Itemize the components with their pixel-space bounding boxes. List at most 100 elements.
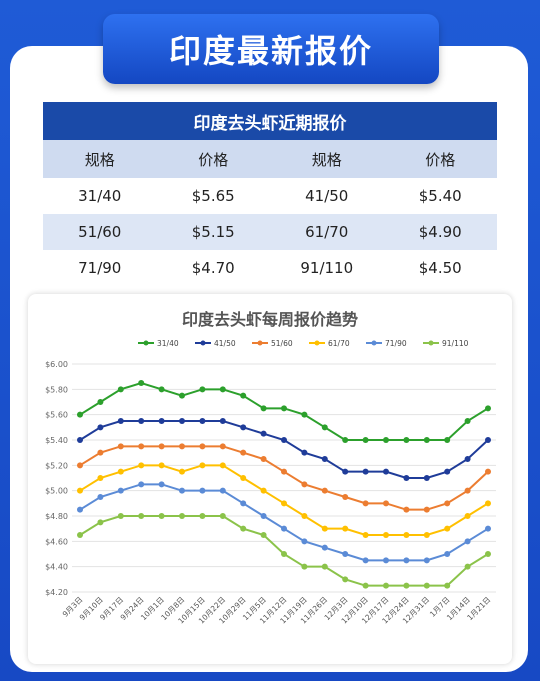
data-point — [362, 437, 369, 443]
data-point — [117, 418, 124, 424]
data-point — [219, 386, 226, 393]
data-point — [138, 443, 145, 450]
data-point — [362, 532, 369, 538]
legend-marker — [143, 340, 149, 346]
data-point — [485, 551, 491, 557]
data-point — [281, 405, 287, 412]
data-point — [138, 481, 145, 488]
data-point — [444, 525, 451, 532]
data-point — [260, 532, 267, 538]
data-point — [342, 468, 349, 475]
data-point — [383, 532, 389, 538]
data-point — [260, 513, 267, 519]
data-point — [138, 513, 145, 519]
data-point — [281, 437, 287, 443]
data-point — [240, 449, 247, 456]
legend-marker — [257, 340, 263, 346]
data-point — [403, 437, 410, 443]
table-row: 71/90 $4.70 91/110 $4.50 — [43, 250, 497, 286]
data-point — [403, 532, 410, 538]
y-tick-label: $5.60 — [45, 411, 68, 420]
data-point — [423, 582, 430, 589]
data-point — [219, 462, 226, 469]
data-point — [77, 506, 83, 513]
data-point — [301, 563, 308, 570]
table-cell: $5.40 — [383, 178, 497, 214]
data-point — [485, 525, 491, 532]
legend-label: 41/50 — [214, 339, 236, 348]
data-point — [301, 481, 308, 488]
table-cell: $4.50 — [383, 250, 497, 286]
table-cell: 51/60 — [43, 214, 157, 250]
data-point — [464, 487, 471, 494]
data-point — [362, 557, 369, 564]
data-point — [342, 525, 349, 532]
data-point — [362, 582, 369, 589]
price-trend-chart: 印度去头虾每周报价趋势 $4.20 $4.40 $4.60 $4.80 $5.00 $5.… — [28, 294, 512, 664]
data-point — [240, 424, 247, 431]
data-point — [117, 443, 124, 450]
data-point — [485, 405, 491, 412]
data-point — [281, 468, 287, 475]
table-row: 31/40 $5.65 41/50 $5.40 — [43, 178, 497, 214]
column-header: 规格 — [43, 140, 157, 178]
legend-label: 31/40 — [157, 339, 179, 348]
data-point — [219, 418, 226, 424]
y-tick-label: $5.40 — [45, 436, 68, 445]
data-point — [281, 525, 287, 532]
data-point — [179, 468, 185, 475]
table-cell: 71/90 — [43, 250, 157, 286]
data-point — [260, 405, 267, 412]
data-point — [77, 411, 83, 418]
series-line — [79, 483, 489, 562]
data-point — [464, 456, 471, 462]
legend-label: 91/110 — [442, 339, 469, 348]
table-cell: $5.65 — [156, 178, 270, 214]
data-point — [158, 386, 165, 393]
data-point — [464, 513, 471, 519]
data-point — [464, 563, 471, 570]
data-point — [281, 551, 287, 557]
series-line — [79, 381, 489, 441]
page-title-text: 印度最新报价 — [168, 32, 373, 70]
data-point — [199, 386, 206, 393]
data-point — [97, 424, 104, 431]
table-cell: $4.90 — [383, 214, 497, 250]
data-point — [423, 557, 430, 564]
data-point — [342, 576, 349, 583]
table-cell: 91/110 — [270, 250, 384, 286]
data-point — [342, 551, 349, 557]
table-cell: $5.15 — [156, 214, 270, 250]
y-tick-label: $4.40 — [45, 563, 68, 572]
table-caption: 印度去头虾近期报价 — [43, 102, 497, 140]
data-point — [403, 506, 410, 513]
data-point — [301, 513, 308, 519]
data-point — [362, 500, 369, 507]
data-point — [77, 532, 83, 538]
data-point — [444, 500, 451, 507]
data-point — [97, 519, 104, 526]
chart-canvas: $4.20 $4.40 $4.60 $4.80 $5.00 $5.20 $5.40 $5.60… — [45, 339, 496, 626]
data-point — [117, 513, 124, 519]
data-point — [383, 582, 389, 589]
data-point — [321, 525, 328, 532]
y-tick-label: $4.60 — [45, 537, 68, 546]
data-point — [260, 430, 267, 437]
data-point — [158, 443, 165, 450]
data-point — [444, 437, 451, 443]
table-header-row: 规格 价格 规格 价格 — [43, 140, 497, 178]
data-point — [117, 386, 124, 393]
data-point — [423, 475, 430, 481]
table-cell: 61/70 — [270, 214, 384, 250]
data-point — [260, 487, 267, 494]
data-point — [179, 513, 185, 519]
data-point — [199, 487, 206, 494]
y-tick-label: $5.00 — [45, 487, 68, 496]
data-point — [199, 513, 206, 519]
data-point — [485, 437, 491, 443]
data-point — [97, 449, 104, 456]
data-point — [464, 418, 471, 424]
data-point — [138, 418, 145, 424]
data-point — [403, 582, 410, 589]
data-point — [383, 437, 389, 443]
